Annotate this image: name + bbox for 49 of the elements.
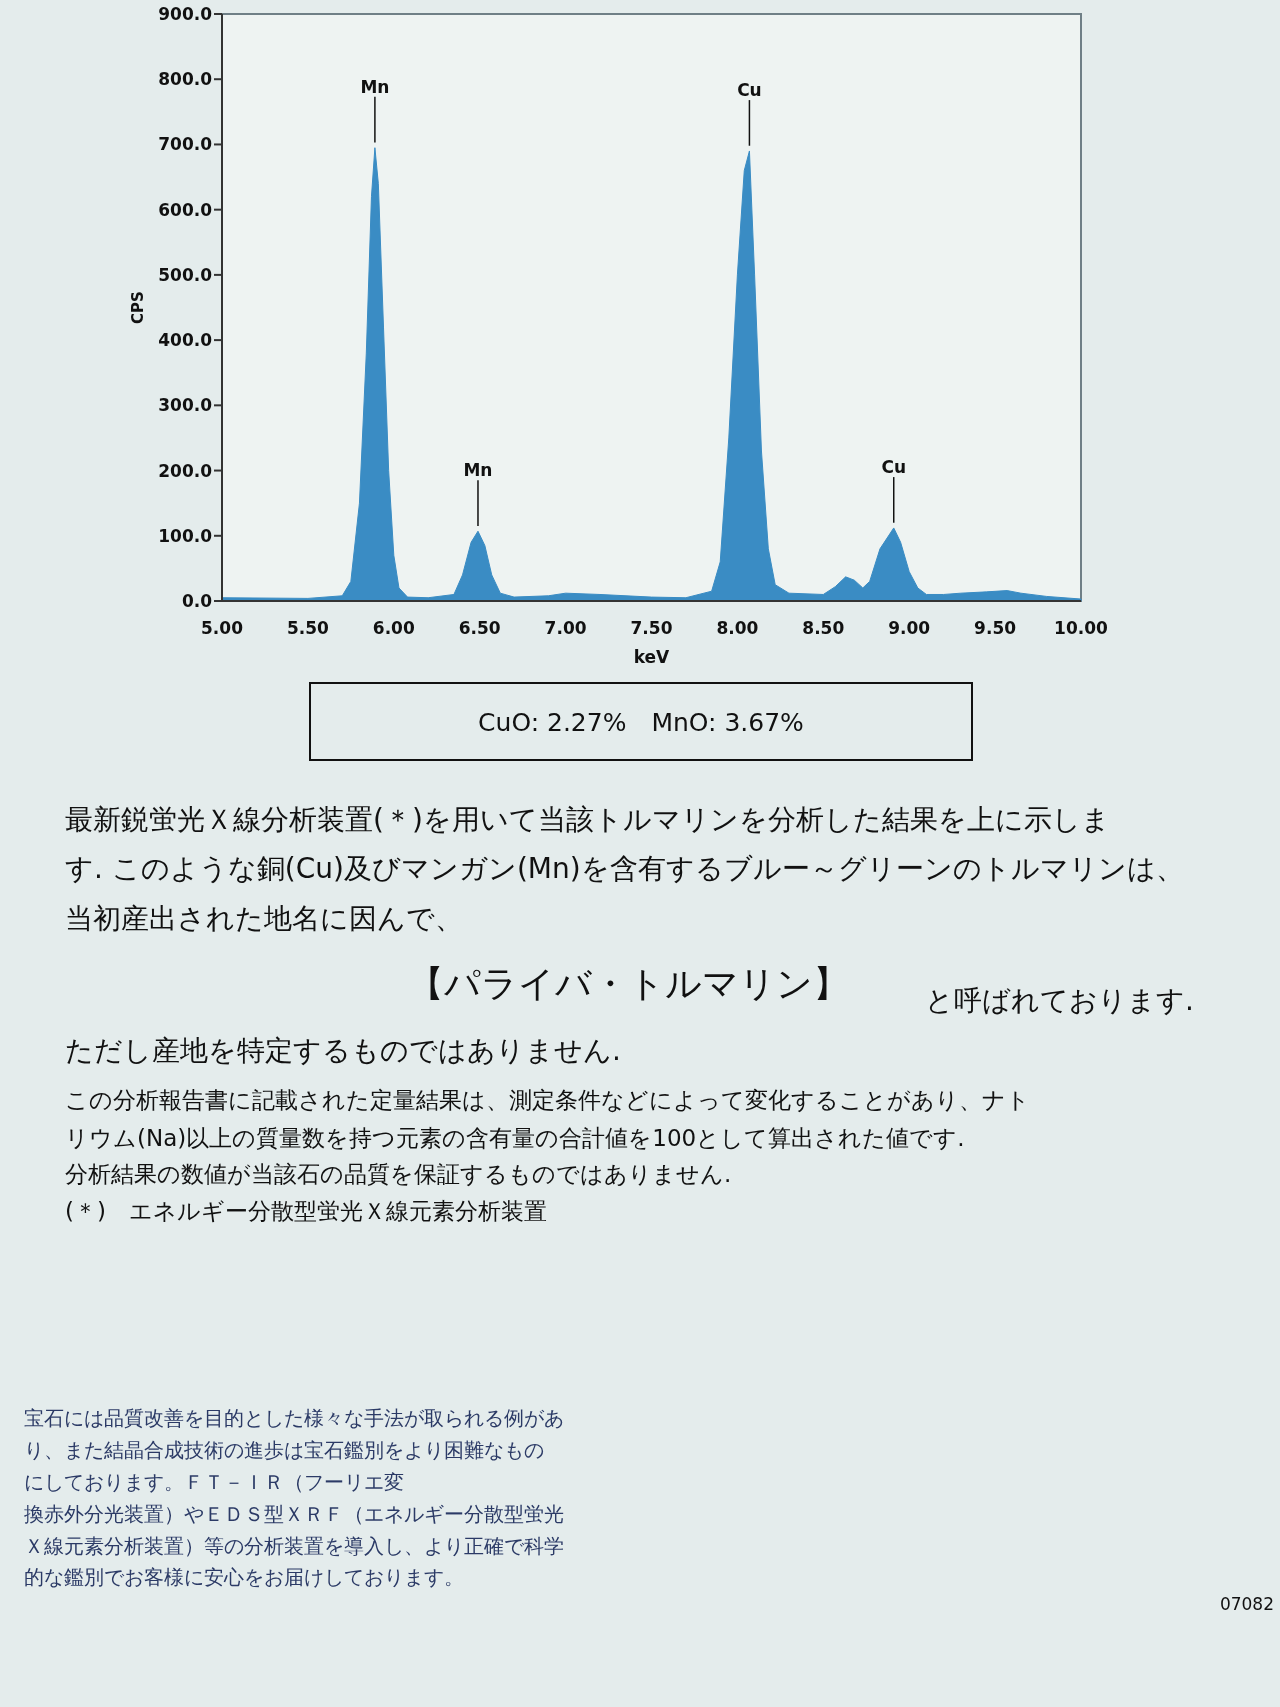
y-tick-label: 900.0 [158, 4, 213, 24]
text: 宝石には品質改善を目的とした様々な手法が取られる例があ [24, 1406, 564, 1430]
text: 【パライバ・トルマリン】 [408, 963, 849, 1004]
x-tick-label: 5.50 [286, 618, 330, 638]
annotation: Cu [737, 80, 762, 101]
y-tick-label: 200.0 [158, 460, 213, 481]
y-tick-label: 700.0 [158, 134, 213, 155]
x-tick-label: 6.00 [372, 618, 415, 638]
x-tick-label: 8.50 [802, 618, 845, 638]
annotation: Mn [463, 460, 493, 481]
text: Ｘ線元素分析装置）等の分析装置を導入し、より正確で科学 [24, 1534, 564, 1558]
y-tick-label: 300.0 [158, 395, 213, 416]
text: り、また結晶合成技術の進歩は宝石鑑別をより困難なもの [24, 1438, 544, 1462]
y-tick-label: 100.0 [158, 525, 213, 546]
x-tick-label: 9.50 [974, 618, 1017, 638]
x-tick-label: 10.00 [1054, 618, 1109, 638]
annotation: Cu [881, 457, 907, 524]
y-tick-label: 0.0 [181, 591, 213, 611]
text: 的な鑑別でお客様に安心をお届けしております。 [24, 1565, 464, 1589]
y-axis-title: CPS [129, 291, 147, 324]
annotation: Cu [737, 80, 762, 147]
x-axis-title: keV [633, 647, 671, 667]
text: リウム(Na)以上の質量数を持つ元素の含有量の合計値を100として算出された値です. [65, 1125, 965, 1151]
text: CuO: 2.27% MnO: 3.67% [478, 708, 804, 737]
text: 07082 [1219, 1594, 1274, 1614]
annotation: Mn [360, 76, 390, 144]
text: ただし産地を特定するものではありません. [65, 1034, 621, 1067]
text: 換赤外分光装置）やＥＤＳ型ＸＲＦ（エネルギー分散型蛍光 [24, 1502, 564, 1526]
x-tick-label: 9.00 [888, 618, 931, 638]
y-tick-label: 600.0 [158, 199, 213, 220]
annotation: Cu [881, 457, 907, 478]
text: 当初産出された地名に因んで、 [65, 902, 463, 935]
x-tick-label: 5.00 [201, 618, 244, 638]
x-tick-label: 7.50 [630, 618, 673, 638]
x-tick-label: 7.00 [544, 618, 587, 638]
annotation: Mn [463, 460, 493, 527]
y-tick-label: 500.0 [158, 264, 213, 285]
x-tick-label: 6.50 [458, 618, 501, 638]
x-tick-label: 8.00 [716, 618, 759, 638]
y-tick-label: 800.0 [158, 69, 213, 90]
y-tick-label: 400.0 [158, 330, 213, 351]
text: 最新鋭蛍光Ｘ線分析装置(＊)を用いて当該トルマリンを分析した結果を上に示しま [65, 803, 1110, 836]
text: と呼ばれております. [925, 984, 1194, 1017]
text: す. このような銅(Cu)及びマンガン(Mn)を含有するブルー～グリーンのトルマリンは、 [65, 852, 1184, 885]
text: (＊) エネルギー分散型蛍光Ｘ線元素分析装置 [65, 1198, 547, 1224]
annotation: Mn [360, 76, 390, 97]
text: この分析報告書に記載された定量結果は、測定条件などによって変化することがあり、ナト [65, 1087, 1030, 1113]
text: 分析結果の数値が当該石の品質を保証するものではありません. [65, 1161, 732, 1187]
text: にしております。ＦＴ－ＩＲ（フーリエ変 [24, 1470, 404, 1494]
